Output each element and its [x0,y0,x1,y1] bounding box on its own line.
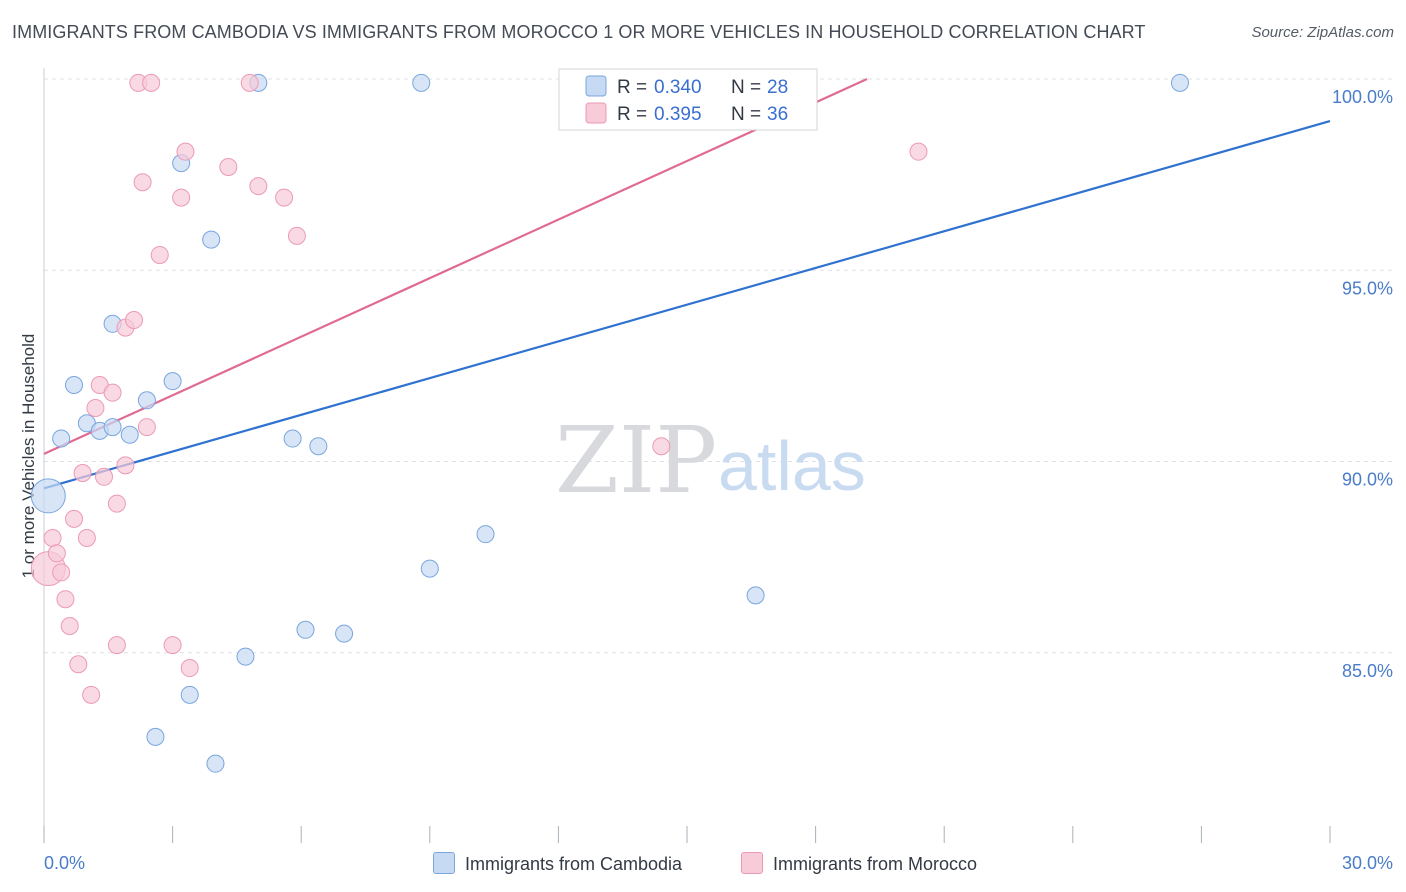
point-morocco [909,142,928,161]
point-morocco [142,73,161,92]
point-morocco [47,544,66,563]
point-cambodia [206,754,225,773]
point-morocco [77,529,96,547]
point-cambodia [52,429,71,448]
point-cambodia [180,685,199,704]
point-morocco [103,383,122,402]
point-cambodia [120,425,139,444]
watermark-zip: ZIP [555,407,717,514]
legend-n-value-morocco: 36 [767,104,788,125]
point-cambodia [30,478,66,514]
point-cambodia [335,624,354,643]
point-cambodia [65,376,84,394]
legend-n-label-morocco: N = [731,104,761,125]
source-credit: Source: ZipAtlas.com [1251,24,1394,41]
point-cambodia [283,429,302,448]
point-cambodia [202,230,221,249]
y-tick-label: 90.0% [1342,470,1393,490]
point-cambodia [103,418,122,437]
y-tick-labels: 100.0% 95.0% 90.0% 85.0% [1332,87,1393,681]
grid-lines [44,78,1393,654]
watermark-atlas: atlas [718,427,866,505]
point-morocco [73,463,92,482]
bottom-legend-label-cambodia: Immigrants from Cambodia [465,854,683,874]
x-tick-max: 30.0% [1342,853,1393,873]
point-morocco [180,659,199,678]
point-morocco [56,590,75,609]
point-morocco [249,177,268,196]
point-cambodia [236,647,255,666]
point-morocco [652,437,671,456]
legend-swatch-cambodia [585,75,607,97]
legend-r-value-cambodia: 0.340 [654,77,702,98]
axes [43,68,1331,843]
point-morocco [172,188,191,207]
legend-n-value-cambodia: 28 [767,77,788,98]
point-morocco [60,616,79,635]
bottom-legend-morocco: Immigrants from Morocco [741,852,977,875]
point-cambodia [163,372,182,391]
stats-legend: R = 0.340 N = 28 R = 0.395 N = 36 [558,68,818,131]
point-morocco [125,310,144,329]
point-morocco [176,142,195,161]
point-cambodia [420,559,439,578]
legend-r-label-cambodia: R = [617,77,647,98]
point-morocco [43,529,62,547]
point-morocco [116,456,135,475]
point-morocco [95,467,114,486]
point-cambodia [309,437,328,456]
point-morocco [275,188,294,207]
point-cambodia [137,391,156,410]
point-morocco [86,398,105,417]
x-tick-min: 0.0% [44,853,85,873]
point-cambodia [746,586,765,605]
trend-line-morocco [43,77,868,455]
point-morocco [150,245,169,264]
bottom-legend-label-morocco: Immigrants from Morocco [773,854,978,874]
point-morocco [219,157,238,176]
trend-lines [43,77,1331,490]
point-cambodia [412,73,431,92]
point-morocco [240,73,259,92]
point-cambodia [476,525,495,544]
bottom-swatch-cambodia [433,852,455,874]
point-morocco [107,494,126,513]
point-morocco [52,563,71,582]
bottom-legend-cambodia: Immigrants from Cambodia [433,852,682,875]
point-cambodia [296,620,315,639]
point-morocco [287,226,306,245]
data-points [30,73,1189,773]
point-morocco [137,418,156,437]
chart-title: IMMIGRANTS FROM CAMBODIA VS IMMIGRANTS F… [12,22,1146,42]
bottom-swatch-morocco [741,852,763,874]
point-cambodia [146,727,165,746]
y-tick-label: 100.0% [1332,87,1393,107]
point-morocco [69,655,88,674]
y-tick-label: 85.0% [1342,661,1393,681]
watermark: ZIP atlas [555,407,866,514]
legend-r-value-morocco: 0.395 [654,104,702,125]
legend-n-label-cambodia: N = [731,77,761,98]
point-morocco [82,685,101,704]
point-morocco [163,636,182,655]
legend-swatch-morocco [585,102,607,124]
y-tick-label: 95.0% [1342,278,1393,298]
point-cambodia [1170,73,1189,92]
point-morocco [107,636,126,655]
trend-line-cambodia [43,120,1331,490]
point-morocco [65,509,84,528]
legend-r-label-morocco: R = [617,104,647,125]
point-morocco [133,173,152,192]
y-axis-label: 1 or more Vehicles in Household [19,334,38,579]
